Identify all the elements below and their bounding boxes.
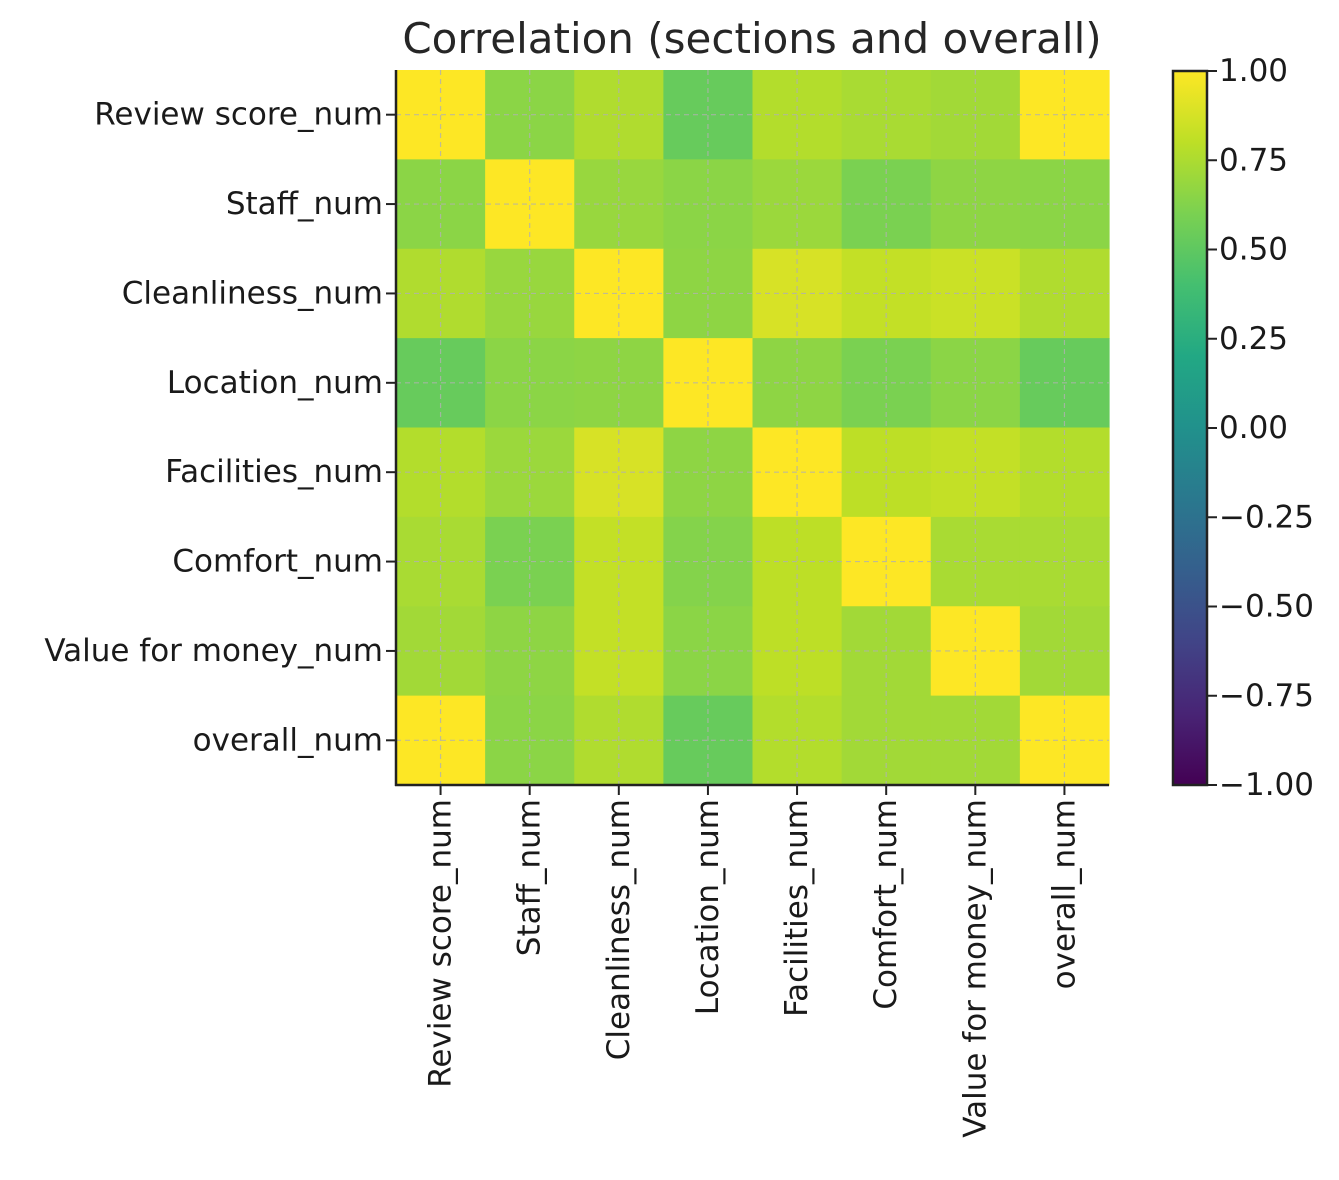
y-tick-label-review-score-num: Review score_num <box>94 97 383 133</box>
heatmap-cells <box>396 70 1110 786</box>
x-tick-label-staff-num: Staff_num <box>512 799 548 956</box>
colorbar-tick-label: −0.25 <box>1219 499 1314 535</box>
colorbar-tick-label: 0.50 <box>1219 232 1288 268</box>
chart-title: Correlation (sections and overall) <box>402 14 1101 63</box>
axis-frame <box>394 70 1109 787</box>
y-tick-label-overall-num: overall_num <box>193 722 383 758</box>
colorbar-tick-label: 1.00 <box>1219 53 1288 89</box>
x-tick-label-review-score-num: Review score_num <box>423 799 459 1088</box>
y-tick-label-cleanliness-num: Cleanliness_num <box>122 275 383 311</box>
x-tick-label-facilities-num: Facilities_num <box>779 799 815 1017</box>
x-tick-label-value-for-money-num: Value for money_num <box>957 799 993 1138</box>
colorbar-gradient <box>1173 71 1207 785</box>
x-tick-label-overall-num: overall_num <box>1046 799 1082 989</box>
x-tick-label-location-num: Location_num <box>690 799 726 1015</box>
heatmap-gridlines <box>396 70 1109 785</box>
colorbar-tick-label: 0.00 <box>1219 410 1288 446</box>
colorbar-tick-label: 0.75 <box>1219 142 1288 178</box>
colorbar-tick-label: 0.25 <box>1219 321 1288 357</box>
x-tick-label-comfort-num: Comfort_num <box>868 799 904 1010</box>
y-axis-tick-labels: Review score_num Staff_num Cleanliness_num… <box>44 97 396 758</box>
x-tick-label-cleanliness-num: Cleanliness_num <box>601 799 637 1060</box>
colorbar: 1.00 0.75 0.50 0.25 0.00 −0.25 −0.50 −0.75 −1.00 <box>1171 53 1314 803</box>
y-tick-label-location-num: Location_num <box>167 365 383 401</box>
colorbar-tick-label: −0.50 <box>1219 589 1314 625</box>
colorbar-tick-label: −0.75 <box>1219 678 1314 714</box>
y-tick-label-facilities-num: Facilities_num <box>165 454 383 490</box>
colorbar-tick-label: −1.00 <box>1219 767 1314 803</box>
y-tick-label-staff-num: Staff_num <box>226 186 383 222</box>
x-axis-tick-labels: Review score_num Staff_num Cleanliness_num… <box>423 785 1082 1138</box>
y-tick-label-value-for-money-num: Value for money_num <box>44 633 383 669</box>
y-tick-label-comfort-num: Comfort_num <box>172 544 383 580</box>
